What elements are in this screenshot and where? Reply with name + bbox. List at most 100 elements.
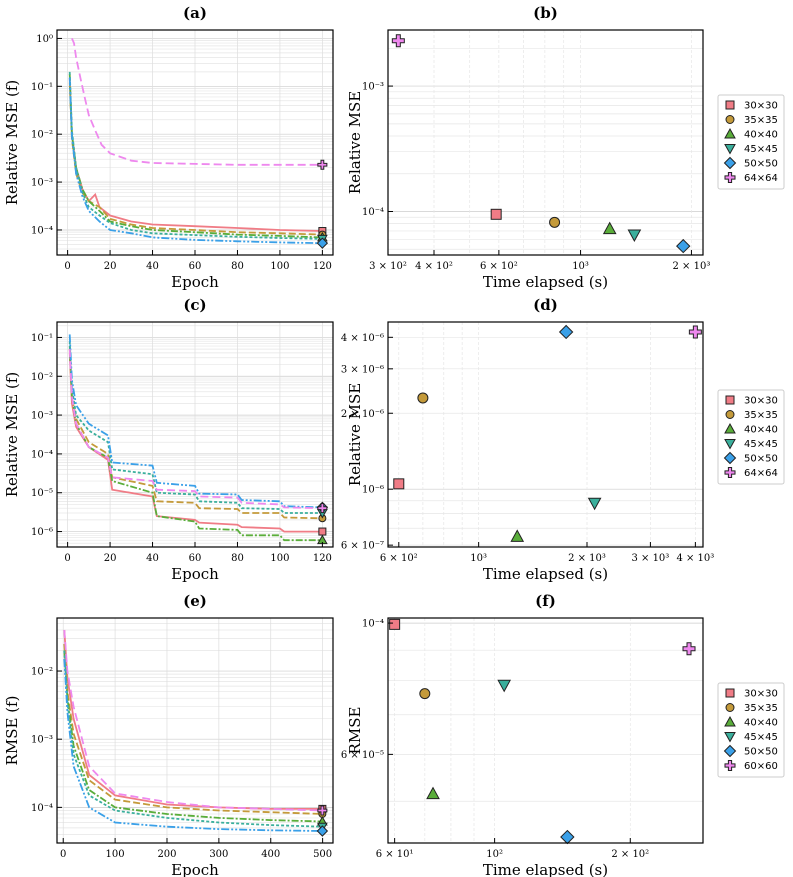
legend: 30×30 35×35 40×40 45×45 50×50 60×60 bbox=[717, 682, 785, 778]
x-tick-label: 20 bbox=[104, 553, 117, 564]
legend-label: 60×60 bbox=[744, 761, 778, 772]
x-axis-label: Epoch bbox=[171, 565, 219, 583]
y-tick-label: 6 × 10⁻⁵ bbox=[341, 750, 384, 761]
y-tick-label: 10⁻³ bbox=[31, 411, 53, 422]
data-point-50×50 bbox=[676, 238, 691, 254]
panel-d: 6 × 10² 10³ 2 × 10³ 3 × 10³ 4 × 10³ 6 × 10⁻⁷ 1… bbox=[341, 296, 785, 583]
axes-frame bbox=[387, 321, 704, 548]
y-tick-label: 10⁻³ bbox=[31, 735, 53, 746]
series-line-60×60 bbox=[63, 629, 323, 812]
x-tick-label: 10³ bbox=[470, 553, 487, 564]
legend-marker-40×40 bbox=[724, 715, 736, 727]
x-axis-label: Time elapsed (s) bbox=[483, 565, 608, 583]
legend-label: 35×35 bbox=[744, 410, 778, 421]
legend-label: 64×64 bbox=[744, 468, 778, 479]
data-point-40×40 bbox=[426, 786, 440, 800]
data-point-64×64 bbox=[688, 325, 702, 339]
x-tick-label: 300 bbox=[209, 849, 228, 860]
x-tick-label: 40 bbox=[146, 553, 159, 564]
legend-marker-64×64 bbox=[724, 172, 736, 183]
series-line-45×45 bbox=[63, 650, 323, 828]
x-tick-label: 0 bbox=[60, 849, 66, 860]
x-tick-label: 120 bbox=[313, 553, 332, 564]
legend-marker-35×35 bbox=[725, 703, 735, 712]
x-tick-label: 100 bbox=[270, 553, 289, 564]
legend-marker-45×45 bbox=[724, 144, 736, 155]
legend-label: 50×50 bbox=[744, 159, 778, 170]
data-point-45×45 bbox=[627, 229, 642, 243]
data-point-30×30 bbox=[393, 478, 405, 490]
series-end-marker-64×64 bbox=[317, 503, 328, 514]
x-tick-label: 3 × 10² bbox=[369, 261, 407, 272]
legend-label: 50×50 bbox=[744, 747, 778, 758]
x-axis-label: Time elapsed (s) bbox=[483, 861, 608, 877]
legend-label: 35×35 bbox=[744, 115, 778, 126]
x-tick-label: 0 bbox=[64, 261, 70, 272]
x-tick-label: 500 bbox=[313, 849, 332, 860]
legend-label: 45×45 bbox=[744, 144, 778, 155]
data-point-64×64 bbox=[391, 34, 405, 48]
y-tick-label: 6 × 10⁻⁷ bbox=[341, 541, 384, 552]
panel-b: 3 × 10² 4 × 10² 6 × 10² 10³ 2 × 10³ 10⁻⁴ 10⁻³ (… bbox=[346, 4, 785, 291]
data-point-45×45 bbox=[587, 497, 602, 511]
y-tick-label: 10⁻⁴ bbox=[31, 449, 53, 460]
x-tick-label: 200 bbox=[157, 849, 176, 860]
legend-marker-50×50 bbox=[723, 744, 737, 758]
axes-frame bbox=[387, 617, 704, 844]
x-tick-label: 0 bbox=[64, 553, 70, 564]
series-line-50×50 bbox=[68, 77, 323, 245]
y-axis-label: Relative MSE bbox=[346, 91, 364, 194]
y-axis-label: Relative MSE (f) bbox=[3, 372, 21, 497]
x-tick-label: 2 × 10³ bbox=[673, 261, 711, 272]
series-line-50×50 bbox=[63, 658, 323, 832]
legend-label: 50×50 bbox=[744, 454, 778, 465]
x-tick-label: 40 bbox=[146, 261, 159, 272]
data-point-30×30 bbox=[389, 618, 401, 630]
y-tick-label: 10⁻² bbox=[31, 667, 53, 678]
grid bbox=[57, 322, 333, 548]
x-axis-label: Epoch bbox=[171, 273, 219, 291]
series-line-35×35 bbox=[68, 349, 323, 520]
y-tick-label: 10⁻⁴ bbox=[31, 225, 53, 236]
legend-frame bbox=[717, 389, 785, 485]
y-tick-label: 2 × 10⁻⁶ bbox=[341, 409, 384, 420]
legend-label: 45×45 bbox=[744, 439, 778, 450]
legend-marker-60×60 bbox=[724, 760, 736, 771]
legend-marker-50×50 bbox=[723, 156, 737, 170]
x-tick-label: 6 × 10² bbox=[380, 553, 418, 564]
axes-frame bbox=[56, 617, 334, 844]
legend-label: 30×30 bbox=[744, 689, 778, 700]
legend-marker-30×30 bbox=[725, 395, 735, 405]
data-point-50×50 bbox=[558, 324, 574, 340]
data-point-30×30 bbox=[490, 208, 502, 220]
panel-title: (b) bbox=[533, 4, 558, 22]
series-end-marker-30×30 bbox=[318, 527, 327, 536]
y-tick-label: 10⁻⁶ bbox=[31, 527, 53, 538]
legend-marker-45×45 bbox=[724, 732, 736, 743]
grid bbox=[388, 618, 703, 843]
x-tick-label: 6 × 10² bbox=[480, 261, 518, 272]
y-tick-label: 10⁻² bbox=[31, 372, 53, 383]
legend-marker-45×45 bbox=[724, 439, 736, 450]
x-axis-label: Epoch bbox=[171, 861, 219, 877]
panel-a: 0 20 40 60 80 100 120 10⁻⁴ 10⁻³ 10⁻² 10⁻¹ 10⁰ (a) Epo… bbox=[3, 4, 334, 291]
legend-marker-35×35 bbox=[725, 115, 735, 124]
x-tick-label: 60 bbox=[189, 553, 202, 564]
x-tick-label: 3 × 10³ bbox=[631, 553, 669, 564]
data-point-40×40 bbox=[510, 529, 525, 542]
legend: 30×30 35×35 40×40 45×45 50×50 64×64 bbox=[717, 389, 785, 485]
y-axis-label: Relative MSE (f) bbox=[3, 80, 21, 205]
data-point-35×35 bbox=[419, 688, 431, 700]
series-end-marker-64×64 bbox=[317, 159, 328, 170]
x-axis-label: Time elapsed (s) bbox=[483, 273, 608, 291]
x-tick-label: 10³ bbox=[572, 261, 589, 272]
legend-marker-64×64 bbox=[724, 467, 736, 478]
legend-label: 45×45 bbox=[744, 732, 778, 743]
y-tick-label: 10⁻¹ bbox=[31, 333, 53, 344]
grid bbox=[57, 30, 333, 256]
x-tick-label: 10² bbox=[486, 849, 503, 860]
legend-label: 40×40 bbox=[744, 130, 778, 141]
x-tick-label: 2 × 10² bbox=[611, 849, 649, 860]
y-tick-label: 10⁻⁴ bbox=[362, 619, 384, 630]
legend-label: 40×40 bbox=[744, 718, 778, 729]
